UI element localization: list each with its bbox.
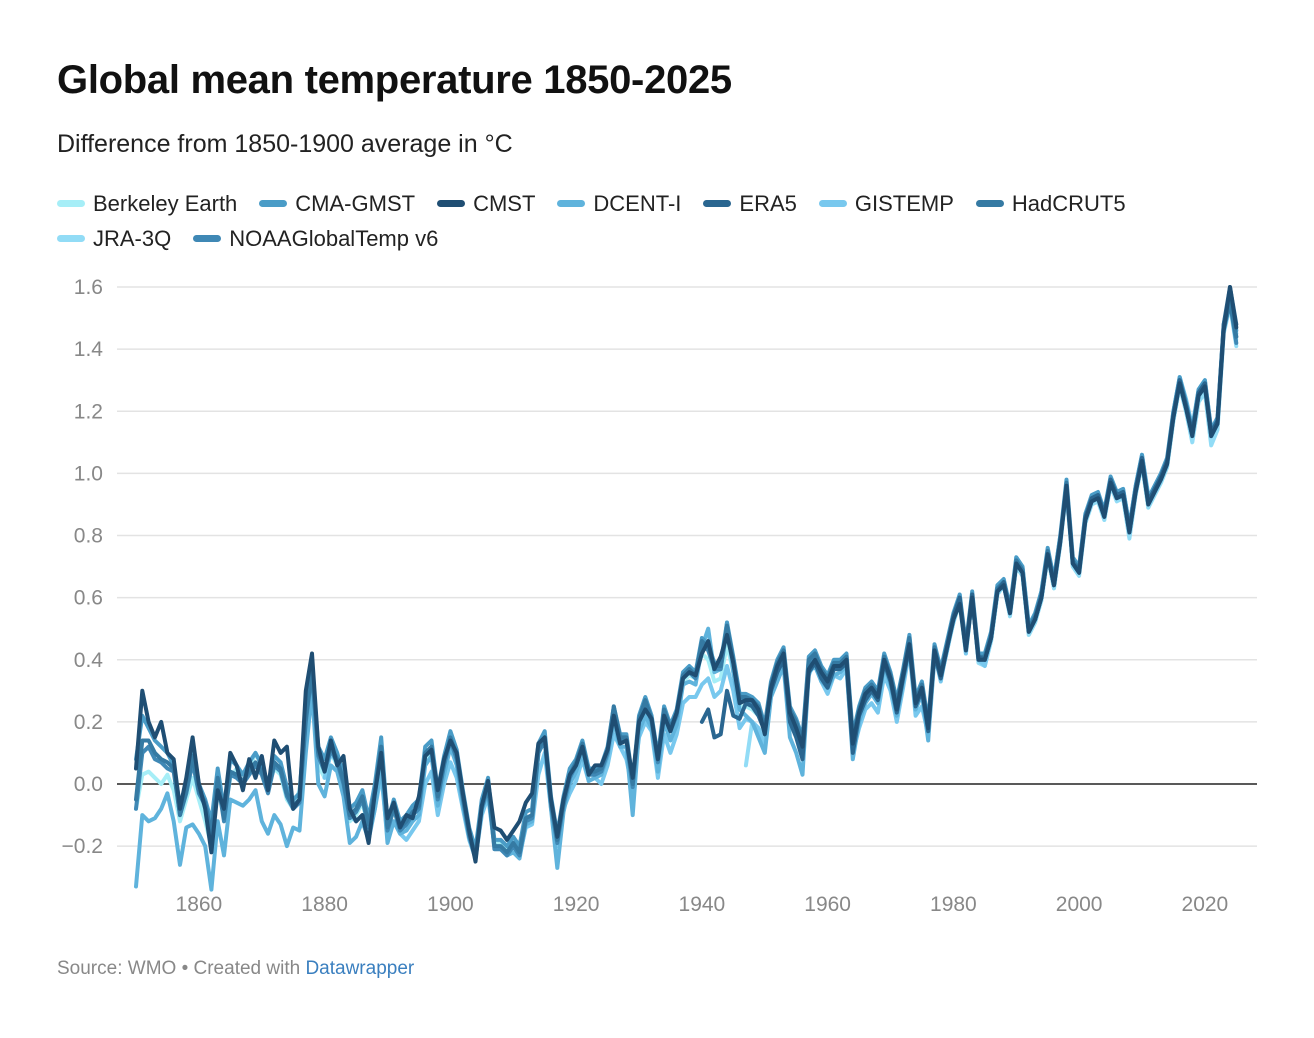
legend-swatch — [57, 234, 85, 242]
legend-swatch — [57, 199, 85, 207]
legend-label: JRA-3Q — [93, 226, 172, 251]
chart-subtitle: Difference from 1850-1900 average in °C — [57, 130, 513, 158]
legend-label: DCENT-I — [593, 191, 682, 216]
x-tick-label: 1880 — [301, 893, 348, 916]
x-tick-label: 1960 — [804, 893, 851, 916]
legend-item: ERA5 — [703, 186, 797, 221]
chart-title: Global mean temperature 1850-2025 — [57, 58, 732, 102]
x-tick-label: 1920 — [553, 893, 600, 916]
legend-swatch — [818, 199, 847, 207]
y-tick-label: −0.2 — [62, 835, 103, 858]
legend-label: CMST — [473, 191, 536, 216]
legend-item: GISTEMP — [818, 186, 954, 221]
legend-item: CMST — [437, 186, 535, 221]
legend-swatch — [975, 199, 1004, 207]
legend-label: Berkeley Earth — [93, 191, 238, 216]
legend-swatch — [557, 199, 586, 207]
source-note: Source: WMO • Created with — [57, 958, 306, 979]
x-tick-label: 1860 — [176, 893, 223, 916]
legend-label: CMA-GMST — [295, 191, 416, 216]
x-tick-label: 1940 — [679, 893, 726, 916]
y-tick-label: 0.0 — [74, 773, 103, 796]
y-tick-label: 1.2 — [74, 400, 103, 423]
y-tick-label: 1.0 — [74, 462, 103, 485]
legend-item: NOAAGlobalTemp v6 — [193, 221, 438, 256]
y-tick-label: 1.6 — [74, 276, 103, 299]
y-tick-label: 0.8 — [74, 525, 103, 548]
legend-label: ERA5 — [739, 191, 797, 216]
footer: Source: WMO • Created with Datawrapper — [57, 958, 414, 980]
legend-swatch — [703, 199, 732, 207]
x-tick-label: 1900 — [427, 893, 474, 916]
x-tick-label: 2000 — [1056, 893, 1103, 916]
legend: Berkeley Earth CMA-GMST CMST DCENT-I ERA5 GIS… — [57, 186, 1262, 256]
y-tick-label: 0.2 — [74, 711, 103, 734]
y-tick-label: 0.6 — [74, 587, 103, 610]
x-tick-label: 2020 — [1182, 893, 1229, 916]
x-tick-label: 1980 — [930, 893, 977, 916]
legend-label: GISTEMP — [854, 191, 954, 216]
legend-item: DCENT-I — [557, 186, 681, 221]
legend-swatch — [259, 199, 288, 207]
series-lines — [134, 285, 1239, 892]
legend-swatch — [193, 234, 222, 242]
y-tick-label: 1.4 — [74, 338, 104, 361]
legend-label: NOAAGlobalTemp v6 — [229, 226, 439, 251]
legend-item: CMA-GMST — [259, 186, 415, 221]
legend-swatch — [437, 199, 466, 207]
series-line-cmst — [134, 285, 1239, 864]
datawrapper-link[interactable]: Datawrapper — [305, 958, 415, 979]
x-axis-ticks: 1860 1880 1900 1920 1940 1960 1980 2000 2020 — [176, 893, 1229, 916]
y-axis-ticks: −0.2 0.0 0.2 0.4 0.6 0.8 1.0 1.2 1.4 1.6 — [62, 276, 104, 858]
series-line-era5 — [699, 285, 1239, 762]
legend-item: HadCRUT5 — [975, 186, 1126, 221]
legend-item: Berkeley Earth — [57, 186, 237, 221]
legend-item: JRA-3Q — [57, 221, 171, 256]
y-tick-label: 0.4 — [74, 649, 104, 672]
legend-label: HadCRUT5 — [1011, 191, 1126, 216]
line-chart: −0.2 0.0 0.2 0.4 0.6 0.8 1.0 1.2 1.4 1.6 1860 1880… — [62, 276, 1257, 916]
